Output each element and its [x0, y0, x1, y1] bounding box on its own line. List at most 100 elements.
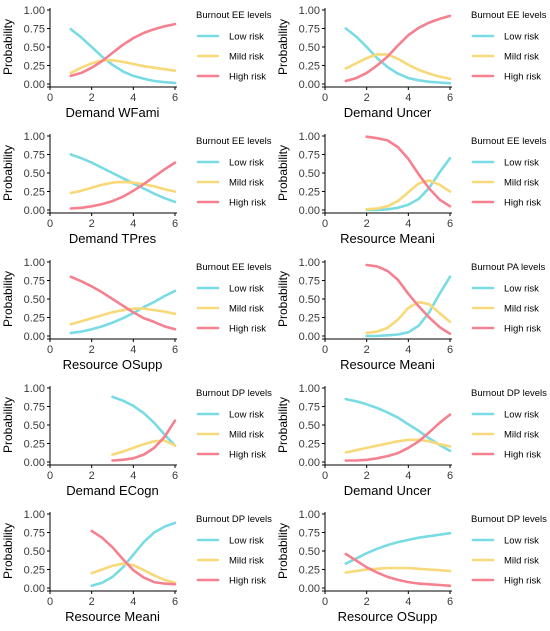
legend-label: Mild risk [229, 430, 264, 441]
legend-label: Mild risk [229, 556, 264, 567]
series-line-low-risk [365, 156, 452, 212]
y-tick-label: 0.00 [299, 79, 320, 91]
y-tick-label: 0.50 [299, 546, 320, 558]
x-tick-label: 6 [172, 92, 178, 104]
legend-label: Low risk [229, 158, 264, 169]
legend-title: Burnout EE levels [471, 136, 547, 147]
x-axis-label: Demand WFami [66, 105, 160, 120]
y-tick-label: 0.75 [24, 23, 45, 35]
x-tick-label: 0 [322, 92, 328, 104]
y-tick-label: 0.00 [24, 79, 45, 91]
chart-svg: 0.00 0.25 0.50 0.75 1.00 0 2 4 6 Demand Uncer Prob… [276, 5, 547, 120]
legend-label: High risk [229, 324, 266, 335]
x-tick-label: 6 [447, 92, 453, 104]
x-tick-label: 4 [405, 344, 411, 356]
chart-panel: 0.00 0.25 0.50 0.75 1.00 0 2 4 6 Demand TPres Prob… [0, 126, 275, 252]
y-tick-label: 0.50 [24, 168, 45, 180]
y-tick-label: 0.00 [24, 583, 45, 595]
series-line-mild-risk [69, 307, 177, 326]
legend-label: Mild risk [504, 52, 539, 63]
x-tick-label: 4 [130, 596, 136, 608]
y-tick-label: 0.75 [299, 23, 320, 35]
y-tick-label: 0.25 [24, 312, 45, 324]
legend-label: Low risk [229, 410, 264, 421]
chart-svg: 0.00 0.25 0.50 0.75 1.00 0 2 4 6 Resource Meani Pr… [276, 131, 547, 246]
y-tick-label: 0.00 [299, 205, 320, 217]
x-tick-label: 0 [322, 344, 328, 356]
series-line-mild-risk [365, 179, 452, 211]
x-tick-label: 0 [47, 218, 53, 230]
chart-svg: 0.00 0.25 0.50 0.75 1.00 0 2 4 6 Demand Uncer Prob… [276, 383, 547, 498]
x-tick-label: 2 [364, 92, 370, 104]
x-axis-label: Demand TPres [69, 231, 157, 246]
x-tick-label: 2 [89, 92, 95, 104]
legend-title: Burnout DP levels [471, 514, 547, 525]
series-line-mild-risk [365, 300, 452, 335]
y-tick-label: 0.75 [24, 149, 45, 161]
legend-label: High risk [229, 198, 266, 209]
legend-label: Low risk [504, 410, 539, 421]
y-tick-label: 0.25 [24, 60, 45, 72]
series-line-mild-risk [344, 566, 452, 574]
series-line-mild-risk [69, 58, 177, 75]
y-tick-label: 0.25 [299, 564, 320, 576]
x-tick-label: 4 [130, 344, 136, 356]
series-line-high-risk [69, 22, 177, 78]
chart-panel: 0.00 0.25 0.50 0.75 1.00 0 2 4 6 Resource Meani Pr… [275, 252, 550, 378]
y-tick-label: 0.50 [24, 42, 45, 54]
x-axis-label: Resource Meani [65, 609, 160, 624]
chart-panel: 0.00 0.25 0.50 0.75 1.00 0 2 4 6 Resource OSupp Pr… [275, 504, 550, 630]
legend-label: High risk [229, 576, 266, 587]
x-axis-label: Resource Meani [340, 357, 435, 372]
series-line-high-risk [344, 413, 452, 462]
series-line-mild-risk [69, 180, 177, 195]
series-line-high-risk [344, 552, 452, 588]
x-tick-label: 2 [89, 344, 95, 356]
y-axis-label: Probability [276, 271, 290, 327]
x-axis-label: Demand Uncer [344, 483, 432, 498]
y-tick-label: 0.75 [24, 275, 45, 287]
series-line-low-risk [90, 521, 177, 588]
y-tick-label: 1.00 [299, 5, 320, 17]
y-axis-label: Probability [276, 523, 290, 579]
y-tick-label: 0.50 [299, 42, 320, 54]
x-tick-label: 4 [405, 470, 411, 482]
series-line-mild-risk [344, 53, 452, 81]
legend-title: Burnout DP levels [196, 514, 272, 525]
legend-label: Low risk [504, 32, 539, 43]
x-tick-label: 2 [364, 218, 370, 230]
y-tick-label: 0.00 [24, 457, 45, 469]
legend-title: Burnout DP levels [196, 388, 272, 399]
series-line-low-risk [69, 27, 177, 85]
chart-panel: 0.00 0.25 0.50 0.75 1.00 0 2 4 6 Demand Uncer Prob… [275, 0, 550, 126]
y-axis-label: Probability [276, 397, 290, 453]
y-tick-label: 0.75 [299, 275, 320, 287]
series-line-high-risk [365, 263, 452, 336]
x-tick-label: 6 [447, 218, 453, 230]
legend-title: Burnout EE levels [196, 262, 272, 273]
y-axis-label: Probability [1, 19, 15, 75]
legend-label: Low risk [504, 284, 539, 295]
y-tick-label: 1.00 [24, 509, 45, 521]
y-tick-label: 0.00 [24, 331, 45, 343]
y-tick-label: 1.00 [299, 131, 320, 143]
legend-label: Low risk [504, 158, 539, 169]
legend-label: High risk [504, 72, 541, 83]
series-line-low-risk [69, 153, 177, 204]
legend-label: Mild risk [229, 178, 264, 189]
legend-label: High risk [229, 450, 266, 461]
y-tick-label: 0.75 [24, 401, 45, 413]
x-axis-label: Resource OSupp [63, 357, 163, 372]
legend-title: Burnout EE levels [471, 10, 547, 21]
legend-title: Burnout PA levels [471, 262, 546, 273]
legend-label: Mild risk [504, 178, 539, 189]
y-tick-label: 0.75 [299, 149, 320, 161]
y-tick-label: 1.00 [299, 383, 320, 395]
x-tick-label: 6 [172, 218, 178, 230]
y-tick-label: 0.00 [24, 205, 45, 217]
y-tick-label: 1.00 [299, 257, 320, 269]
y-tick-label: 0.75 [299, 527, 320, 539]
x-tick-label: 4 [130, 218, 136, 230]
series-line-mild-risk [344, 438, 452, 454]
y-axis-label: Probability [1, 271, 15, 327]
